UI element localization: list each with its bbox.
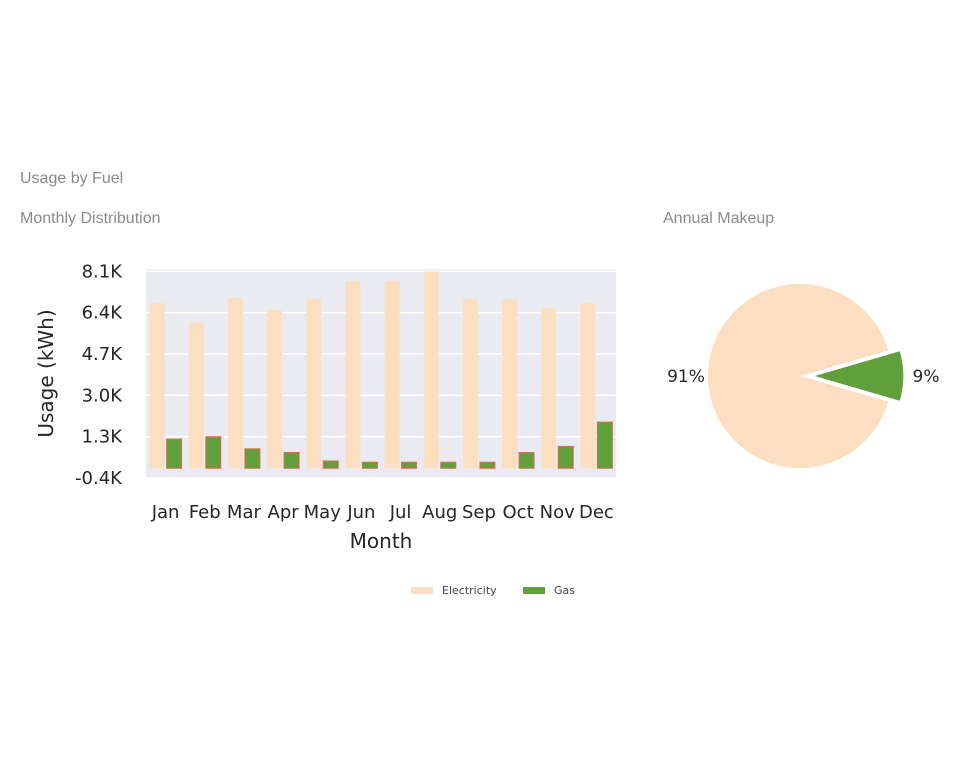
bar-gas bbox=[440, 461, 457, 469]
bar-gas bbox=[596, 421, 613, 469]
bar-electricity bbox=[227, 298, 243, 469]
x-tick-label: Sep bbox=[462, 502, 496, 523]
bar-electricity bbox=[462, 299, 478, 469]
bar-gas bbox=[479, 461, 496, 469]
x-tick-label: Dec bbox=[579, 502, 614, 523]
y-tick-label: 4.7K bbox=[82, 344, 124, 365]
bar-electricity bbox=[149, 303, 165, 469]
y-tick-label: 1.3K bbox=[82, 427, 124, 448]
bar-gas bbox=[518, 451, 535, 469]
legend-label-electricity: Electricity bbox=[442, 584, 497, 597]
bar-gas bbox=[322, 460, 339, 469]
x-tick-label: Apr bbox=[268, 502, 300, 523]
bar-electricity bbox=[306, 299, 322, 469]
y-tick-label: -0.4K bbox=[75, 468, 123, 489]
bar-gas bbox=[361, 461, 378, 469]
bar-electricity bbox=[502, 299, 518, 469]
legend-swatch-gas bbox=[523, 587, 545, 594]
x-tick-label: May bbox=[304, 502, 342, 523]
y-tick-label: 3.0K bbox=[82, 385, 124, 406]
x-tick-label: Oct bbox=[503, 502, 534, 523]
dashboard-title: Usage by Fuel bbox=[20, 170, 124, 187]
bar-electricity bbox=[541, 307, 557, 469]
legend-label-gas: Gas bbox=[554, 584, 575, 597]
bar-electricity bbox=[423, 271, 439, 469]
x-axis-label: Month bbox=[350, 529, 413, 553]
bar-electricity bbox=[580, 303, 596, 469]
bar-gas bbox=[557, 445, 574, 469]
bar-gas bbox=[205, 436, 222, 469]
bar-gas bbox=[244, 448, 261, 469]
bar-electricity bbox=[384, 281, 400, 469]
bar-electricity bbox=[267, 310, 283, 469]
x-tick-label: Aug bbox=[422, 502, 457, 523]
pie-chart-subtitle: Annual Makeup bbox=[663, 210, 775, 227]
pie-label-electricity: 91% bbox=[667, 367, 705, 387]
x-tick-label: Jan bbox=[151, 502, 180, 523]
x-tick-label: Jun bbox=[346, 502, 375, 523]
y-tick-label: 8.1K bbox=[82, 261, 124, 282]
x-tick-label: Nov bbox=[540, 502, 575, 523]
pie-slice-gas bbox=[809, 349, 905, 403]
x-tick-label: Feb bbox=[189, 502, 221, 523]
x-tick-label: Jul bbox=[389, 502, 412, 523]
bar-chart-subtitle: Monthly Distribution bbox=[20, 210, 161, 227]
bar-gas bbox=[401, 461, 418, 469]
pie-slice-electricity bbox=[708, 284, 889, 468]
bar-electricity bbox=[345, 281, 361, 469]
pie-label-gas: 9% bbox=[913, 367, 940, 387]
y-axis-label: Usage (kWh) bbox=[34, 309, 58, 437]
bar-electricity bbox=[188, 322, 204, 469]
legend-swatch-electricity bbox=[411, 587, 433, 594]
plot-area bbox=[146, 269, 616, 478]
bar-gas bbox=[283, 451, 300, 469]
y-tick-label: 6.4K bbox=[82, 303, 124, 324]
bar-gas bbox=[166, 438, 183, 469]
x-tick-label: Mar bbox=[227, 502, 262, 523]
